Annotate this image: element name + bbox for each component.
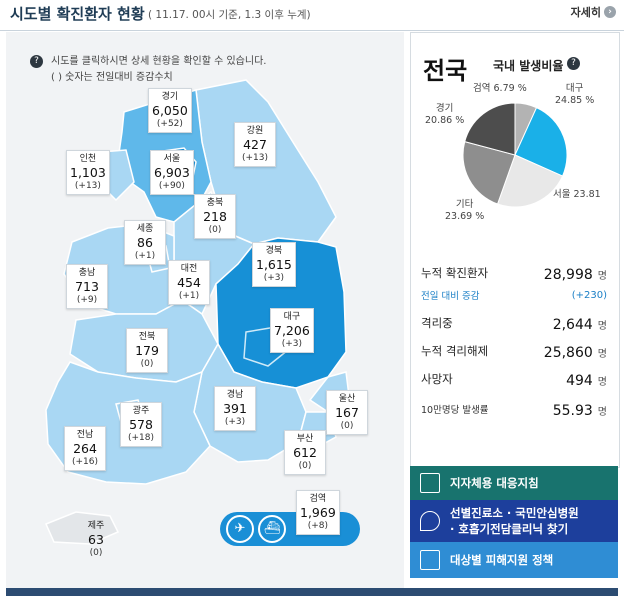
pie-label-quarantine: 검역 6.79 % <box>473 83 527 94</box>
header: 시도별 확진환자 현황 ( 11.17. 00시 기준, 1.3 이후 누계) … <box>0 0 624 31</box>
map-note: ? 시도를 클릭하시면 상세 현황을 확인할 수 있습니다. ( ) 숫자는 전일… <box>30 54 266 86</box>
region-label-chungnam[interactable]: 충남 713 (+9) <box>66 264 108 309</box>
page-subtitle: ( 11.17. 00시 기준, 1.3 이후 누계) <box>148 9 311 21</box>
pie-slice-2 <box>496 154 564 208</box>
pie-label-etc: 기타 23.69 % <box>445 199 485 222</box>
stat-row-isolated: 격리중 2,644 명 <box>421 316 607 333</box>
pie-slice-4 <box>464 102 516 156</box>
stat-row-deaths: 사망자 494 명 <box>421 372 607 389</box>
region-label-gyeonggi[interactable]: 경기 6,050 (+52) <box>148 88 192 133</box>
folder-icon <box>420 550 440 570</box>
note-line-1: 시도를 클릭하시면 상세 현황을 확인할 수 있습니다. <box>51 56 267 67</box>
region-label-daejeon[interactable]: 대전 454 (+1) <box>168 260 210 305</box>
pie-label-gyeonggi: 경기 20.86 % <box>425 103 465 126</box>
pie-slice-3 <box>462 141 516 205</box>
more-link[interactable]: 자세히 › <box>571 4 616 20</box>
region-label-sejong[interactable]: 세종 86 (+1) <box>124 220 166 265</box>
ship-icon[interactable]: ⛴ <box>258 515 286 543</box>
stat-row-released: 누적 격리해제 25,860 명 <box>421 344 607 361</box>
region-label-gyeongbuk[interactable]: 경북 1,615 (+3) <box>252 242 296 287</box>
region-label-ulsan[interactable]: 울산 167 (0) <box>326 390 368 435</box>
national-title: 전국 <box>423 57 468 85</box>
region-label-jeonnam[interactable]: 전남 264 (+16) <box>64 426 106 471</box>
document-check-icon <box>420 473 440 493</box>
chevron-right-icon: › <box>604 6 616 18</box>
region-label-chungbuk[interactable]: 충북 218 (0) <box>194 194 236 239</box>
region-label-gangwon[interactable]: 강원 427 (+13) <box>234 122 276 167</box>
region-label-daegu[interactable]: 대구 7,206 (+3) <box>270 308 314 353</box>
local-guideline-button[interactable]: 지자체용 대응지침 <box>410 466 618 500</box>
note-line-2: ( ) 숫자는 전일대비 증감수치 <box>51 72 173 83</box>
page-title: 시도별 확진환자 현황 <box>10 5 145 23</box>
ratio-pie-chart <box>462 102 568 208</box>
korea-map <box>44 79 351 545</box>
map-panel: ? 시도를 클릭하시면 상세 현황을 확인할 수 있습니다. ( ) 숫자는 전일… <box>6 32 404 588</box>
help-icon[interactable]: ? <box>30 54 43 68</box>
airplane-icon[interactable]: ✈ <box>226 515 254 543</box>
region-label-jeju[interactable]: 제주 63 (0) <box>87 521 105 558</box>
stat-row-incidence: 10만명당 발생률 55.93 명 <box>421 402 607 419</box>
pie-slice-1 <box>514 106 568 177</box>
national-panel: 전국 국내 발생비율 ? 검역 6.79 % 대구 24.85 % 경기 20.86… <box>410 32 620 468</box>
stat-row-confirmed: 누적 확진환자 28,998 명 <box>421 266 607 283</box>
region-label-gwangju[interactable]: 광주 578 (+18) <box>120 402 162 447</box>
region-label-jeonbuk[interactable]: 전북 179 (0) <box>126 328 168 373</box>
region-label-incheon[interactable]: 인천 1,103 (+13) <box>66 150 110 195</box>
bottom-bar <box>6 588 618 596</box>
more-label: 자세히 <box>570 6 601 19</box>
location-pin-icon <box>420 511 440 531</box>
clinic-finder-button[interactable]: 선별진료소 · 국민안심병원 · 호흡기전담클리닉 찾기 <box>410 500 618 542</box>
region-label-quarantine[interactable]: 검역 1,969 (+8) <box>296 490 340 535</box>
region-label-busan[interactable]: 부산 612 (0) <box>284 430 326 475</box>
support-policy-button[interactable]: 대상별 피해지원 정책 <box>410 542 618 578</box>
help-icon[interactable]: ? <box>567 57 580 70</box>
quarantine-toggle[interactable]: ✈ ⛴ <box>220 512 360 546</box>
ratio-title: 국내 발생비율 <box>493 59 564 73</box>
stat-row-daily-change: 전일 대비 증감 (+230) <box>421 289 607 303</box>
map-region-jeju[interactable] <box>44 511 120 545</box>
region-label-gyeongnam[interactable]: 경남 391 (+3) <box>214 386 256 431</box>
pie-label-seoul: 서울 23.81 <box>553 189 601 200</box>
region-label-seoul[interactable]: 서울 6,903 (+90) <box>150 150 194 195</box>
pie-label-daegu: 대구 24.85 % <box>555 83 595 106</box>
